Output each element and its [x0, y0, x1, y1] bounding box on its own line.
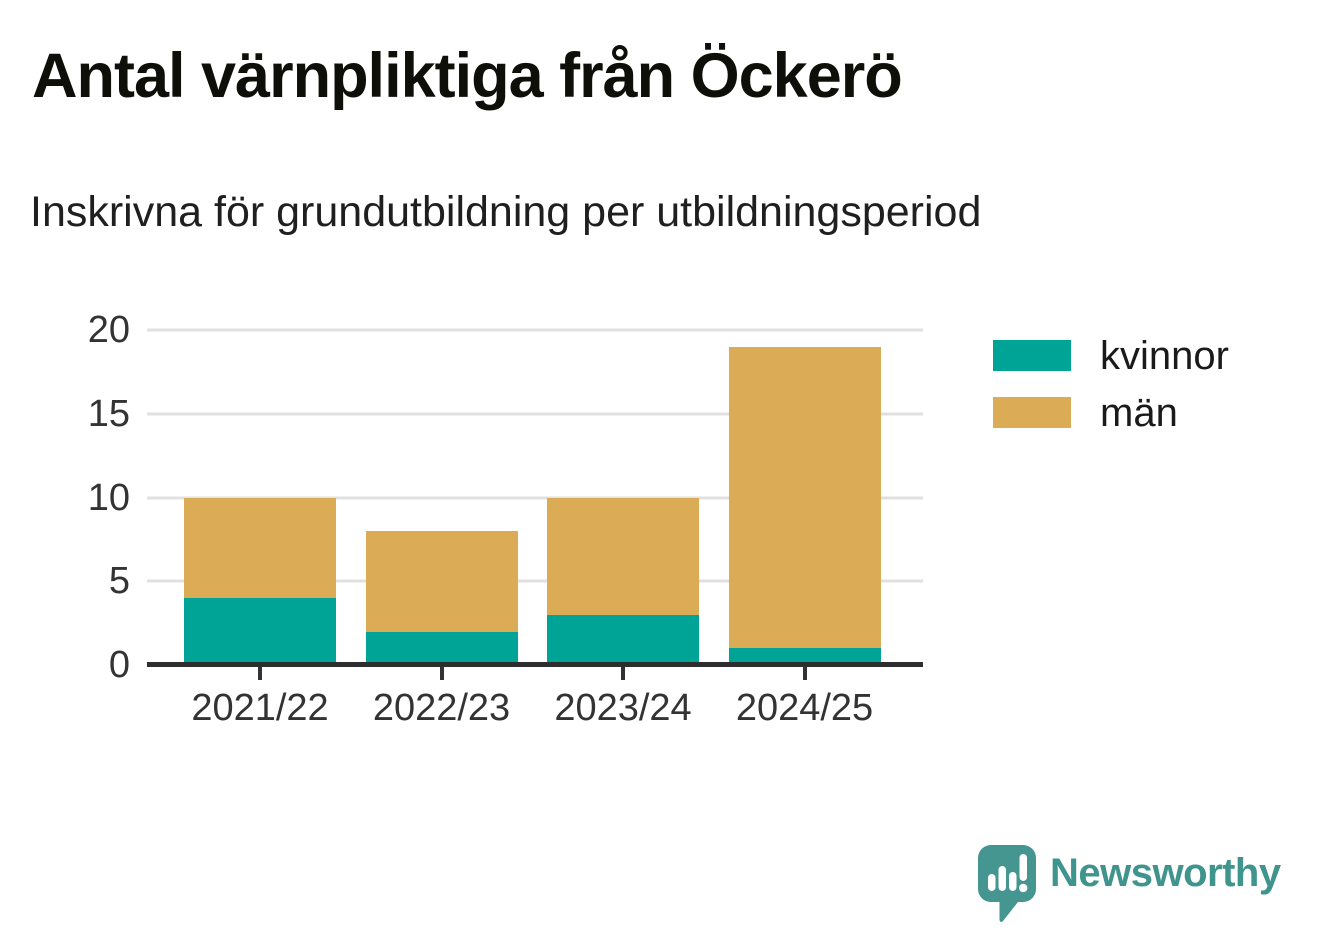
y-tick-label-10: 10	[87, 476, 130, 519]
bar-segment-kvinnor-2024/25	[728, 648, 881, 665]
legend-swatch-män	[993, 397, 1071, 428]
plot-area	[147, 328, 923, 680]
x-tick-label-2022/23: 2022/23	[372, 687, 511, 729]
legend-swatch-kvinnor	[993, 340, 1071, 371]
x-tick-label-2023/24: 2023/24	[554, 687, 692, 729]
x-tick-label-2021/22: 2021/22	[191, 687, 329, 729]
bar-segment-kvinnor-2021/22	[184, 598, 336, 665]
newsworthy-logo-icon	[978, 845, 1036, 922]
y-tick-label-5: 5	[108, 560, 130, 603]
gridline-15	[147, 412, 923, 416]
gridline-10	[147, 496, 923, 499]
legend-label-män: män	[1100, 390, 1178, 435]
x-axis-line	[147, 662, 923, 667]
bar-segment-kvinnor-2023/24	[547, 614, 699, 665]
legend-label-kvinnor: kvinnor	[1100, 333, 1229, 378]
bar-segment-män-2024/25	[728, 346, 881, 649]
newsworthy-branding: Newsworthy	[978, 845, 1281, 923]
legend-item-män: män	[993, 393, 1229, 433]
legend: kvinnor män	[993, 336, 1229, 454]
x-tick-2024/25	[802, 665, 807, 680]
bar-segment-kvinnor-2022/23	[365, 631, 518, 665]
bar-segment-män-2023/24	[547, 497, 699, 615]
y-tick-label-20: 20	[87, 309, 130, 351]
bar-segment-män-2022/23	[365, 531, 518, 632]
y-tick-label-0: 0	[108, 644, 130, 686]
chart-subtitle: Inskrivna för grundutbildning per utbild…	[30, 188, 982, 236]
x-tick-2022/23	[439, 665, 444, 680]
x-tick-2023/24	[621, 665, 625, 680]
x-tick-label-2024/25: 2024/25	[735, 687, 874, 729]
newsworthy-logo-text: Newsworthy	[1050, 851, 1281, 895]
gridline-20	[147, 328, 923, 332]
legend-item-kvinnor: kvinnor	[993, 336, 1229, 376]
chart-title: Antal värnpliktiga från Öckerö	[32, 41, 903, 111]
bar-segment-män-2021/22	[184, 497, 336, 598]
y-tick-label-15: 15	[87, 392, 130, 435]
x-tick-2021/22	[258, 665, 262, 680]
gridline-5	[147, 579, 923, 583]
